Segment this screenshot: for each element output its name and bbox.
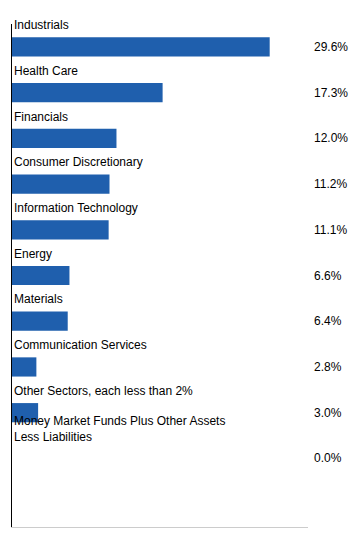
svg-text:Money Market Funds Plus Other: Money Market Funds Plus Other AssetsLess…	[14, 414, 225, 444]
svg-text:0.0%: 0.0%	[314, 451, 342, 465]
svg-text:3.0%: 3.0%	[314, 406, 342, 420]
svg-text:Information Technology: Information Technology	[14, 201, 138, 215]
svg-text:Industrials: Industrials	[14, 18, 69, 32]
svg-text:Consumer Discretionary: Consumer Discretionary	[14, 155, 143, 169]
svg-text:12.0%: 12.0%	[314, 131, 348, 145]
svg-text:Energy: Energy	[14, 247, 52, 261]
svg-text:11.2%: 11.2%	[314, 177, 347, 191]
svg-text:17.3%: 17.3%	[314, 86, 348, 100]
svg-text:2.8%: 2.8%	[314, 360, 342, 374]
svg-text:Communication Services: Communication Services	[14, 338, 147, 352]
svg-text:29.6%: 29.6%	[314, 40, 348, 54]
svg-text:Materials: Materials	[14, 292, 63, 306]
svg-text:11.1%: 11.1%	[314, 223, 347, 237]
svg-text:Other Sectors, each less than: Other Sectors, each less than 2%	[14, 384, 193, 398]
svg-text:Health Care: Health Care	[14, 64, 78, 78]
svg-text:6.6%: 6.6%	[314, 269, 342, 283]
svg-text:6.4%: 6.4%	[314, 314, 342, 328]
svg-text:Financials: Financials	[14, 110, 68, 124]
